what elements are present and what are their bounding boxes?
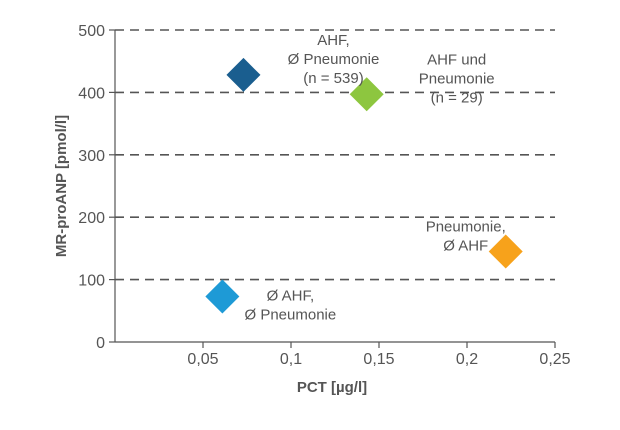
data-point-label-line: AHF und <box>427 51 486 68</box>
data-point-marker <box>205 279 240 314</box>
data-point-label-line: (n = 539) <box>303 70 363 87</box>
y-tick-labels: 0 100 200 300 400 500 <box>78 23 115 352</box>
y-tick-label: 100 <box>78 273 105 290</box>
y-axis-title: MR-proANP [pmol/l] <box>53 115 70 257</box>
x-tick-label: 0,2 <box>456 351 478 368</box>
data-point-labels: AHF, Ø Pneumonie (n = 539) AHF und Pneumonie… <box>244 32 505 324</box>
data-point-label: Ø AHF, Ø Pneumonie <box>244 287 336 323</box>
gridlines <box>115 29 555 281</box>
y-tick-label: 200 <box>78 210 105 227</box>
data-point-label: AHF, Ø Pneumonie (n = 539) <box>288 32 380 87</box>
axes <box>114 30 555 343</box>
data-point-label-line: Ø Pneumonie <box>288 51 380 68</box>
data-point-label-line: AHF, <box>317 32 350 49</box>
y-tick-label: 300 <box>78 148 105 165</box>
data-point-label-line: Ø Pneumonie <box>244 306 336 323</box>
data-point-label: Pneumonie, Ø AHF <box>426 219 506 255</box>
data-point-label-line: Ø AHF <box>443 238 488 255</box>
x-axis-title: PCT [µg/l] <box>297 379 367 396</box>
x-tick-label: 0,25 <box>539 351 570 368</box>
data-point-marker <box>226 57 261 92</box>
data-point-label-line: Ø AHF, <box>267 287 315 304</box>
y-tick-label: 400 <box>78 85 105 102</box>
data-point-label-line: Pneumonie, <box>426 219 506 236</box>
y-tick-label: 0 <box>96 335 105 352</box>
x-tick-label: 0,1 <box>280 351 302 368</box>
y-tick-label: 500 <box>78 23 105 40</box>
x-tick-label: 0,05 <box>187 351 218 368</box>
x-tick-labels: 0,05 0,1 0,15 0,2 0,25 <box>187 342 571 368</box>
data-points <box>205 57 523 314</box>
data-point-label-line: (n = 29) <box>431 89 483 106</box>
data-point-marker <box>349 77 384 112</box>
data-point-marker <box>488 234 523 269</box>
data-point-label-line: Pneumonie <box>419 70 495 87</box>
data-point-label: AHF und Pneumonie (n = 29) <box>419 51 495 106</box>
x-tick-label: 0,15 <box>363 351 394 368</box>
